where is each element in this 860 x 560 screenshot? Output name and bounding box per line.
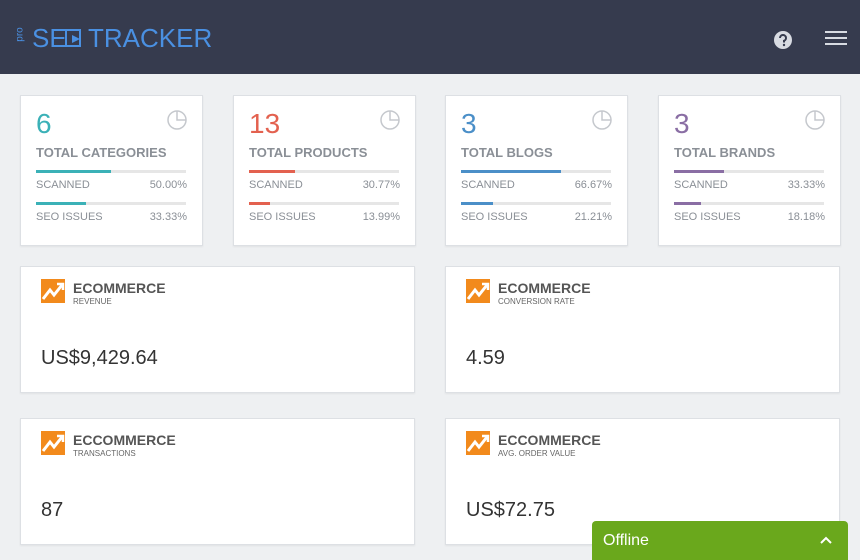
trend-icon	[466, 279, 490, 303]
stat-count: 3	[674, 108, 690, 139]
progress-label: SEO ISSUES	[674, 211, 741, 223]
metric-title: ECCOMMERCE	[73, 432, 176, 448]
progress-fill	[36, 202, 86, 205]
logo-right[interactable]: TRACKER	[88, 23, 213, 53]
metric-value: US$72.75	[466, 499, 555, 521]
menu-icon[interactable]	[825, 30, 847, 46]
progress-track	[461, 170, 611, 173]
stat-card: 6 TOTAL CATEGORIES SCANNED 50.00% SEO ISSUES…	[20, 95, 203, 246]
stat-card: 3 TOTAL BLOGS SCANNED 66.67% SEO ISSUES 21.21…	[445, 95, 628, 246]
logo-pre: pro	[14, 27, 26, 42]
logo-left[interactable]: SE	[32, 23, 67, 53]
progress-value: 33.33%	[787, 179, 825, 191]
progress-track	[249, 170, 399, 173]
stat-label: TOTAL PRODUCTS	[249, 145, 368, 160]
pie-icon	[805, 110, 825, 130]
progress-value: 33.33%	[149, 211, 187, 223]
progress-track	[461, 202, 611, 205]
progress-track	[249, 202, 399, 205]
progress-fill	[36, 170, 111, 173]
stat-card: 13 TOTAL PRODUCTS SCANNED 30.77% SEO ISSUES 1…	[233, 95, 416, 246]
header: pro SE TRACKER	[0, 0, 860, 74]
chevron	[820, 536, 832, 544]
progress-value: 13.99%	[362, 211, 400, 223]
help-icon[interactable]	[774, 31, 792, 49]
progress-track	[36, 170, 186, 173]
progress-track	[36, 202, 186, 205]
stat-label: TOTAL BLOGS	[461, 145, 553, 160]
progress-track	[674, 202, 824, 205]
progress-track	[674, 170, 824, 173]
progress-label: SCANNED	[674, 179, 728, 191]
stat-label: TOTAL BRANDS	[674, 145, 776, 160]
stat-count: 13	[249, 108, 281, 139]
metric-card: ECCOMMERCE AVG. ORDER VALUE US$72.75	[445, 418, 840, 545]
pie-icon	[380, 110, 400, 130]
progress-value: 30.77%	[362, 179, 400, 191]
progress-value: 50.00%	[149, 179, 187, 191]
progress-fill	[249, 202, 270, 205]
trend-icon	[41, 279, 65, 303]
stat-count: 3	[461, 108, 477, 139]
logo-icon	[65, 29, 81, 47]
progress-label: SCANNED	[36, 179, 90, 191]
metric-subtitle: TRANSACTIONS	[73, 449, 136, 458]
progress-fill	[461, 202, 493, 205]
chat-status: Offline	[603, 532, 649, 549]
progress-label: SCANNED	[249, 179, 303, 191]
metric-title: ECCOMMERCE	[498, 432, 601, 448]
metric-subtitle: AVG. ORDER VALUE	[498, 449, 576, 458]
stat-count: 6	[36, 108, 52, 139]
metric-card: ECOMMERCE REVENUE US$9,429.64	[20, 266, 415, 393]
progress-value: 18.18%	[787, 211, 825, 223]
progress-fill	[249, 170, 296, 173]
chat-widget[interactable]: Offline	[592, 521, 848, 560]
metric-card: ECCOMMERCE TRANSACTIONS 87	[20, 418, 415, 545]
progress-value: 66.67%	[574, 179, 612, 191]
stat-label: TOTAL CATEGORIES	[36, 145, 167, 160]
progress-fill	[461, 170, 561, 173]
trend-icon	[466, 431, 490, 455]
progress-fill	[674, 170, 724, 173]
progress-fill	[674, 202, 702, 205]
progress-label: SCANNED	[461, 179, 515, 191]
progress-label: SEO ISSUES	[249, 211, 316, 223]
progress-value: 21.21%	[574, 211, 612, 223]
progress-label: SEO ISSUES	[36, 211, 103, 223]
pie-icon	[167, 110, 187, 130]
metric-value: 4.59	[466, 347, 505, 369]
metric-title: ECOMMERCE	[73, 280, 166, 296]
metric-subtitle: CONVERSION RATE	[498, 297, 575, 306]
stat-card: 3 TOTAL BRANDS SCANNED 33.33% SEO ISSUES 18.1…	[658, 95, 841, 246]
metric-subtitle: REVENUE	[73, 297, 112, 306]
metric-value: US$9,429.64	[41, 347, 158, 369]
metric-title: ECOMMERCE	[498, 280, 591, 296]
metric-card: ECOMMERCE CONVERSION RATE 4.59	[445, 266, 840, 393]
pie-icon	[592, 110, 612, 130]
progress-label: SEO ISSUES	[461, 211, 528, 223]
metric-value: 87	[41, 499, 64, 521]
trend-icon	[41, 431, 65, 455]
